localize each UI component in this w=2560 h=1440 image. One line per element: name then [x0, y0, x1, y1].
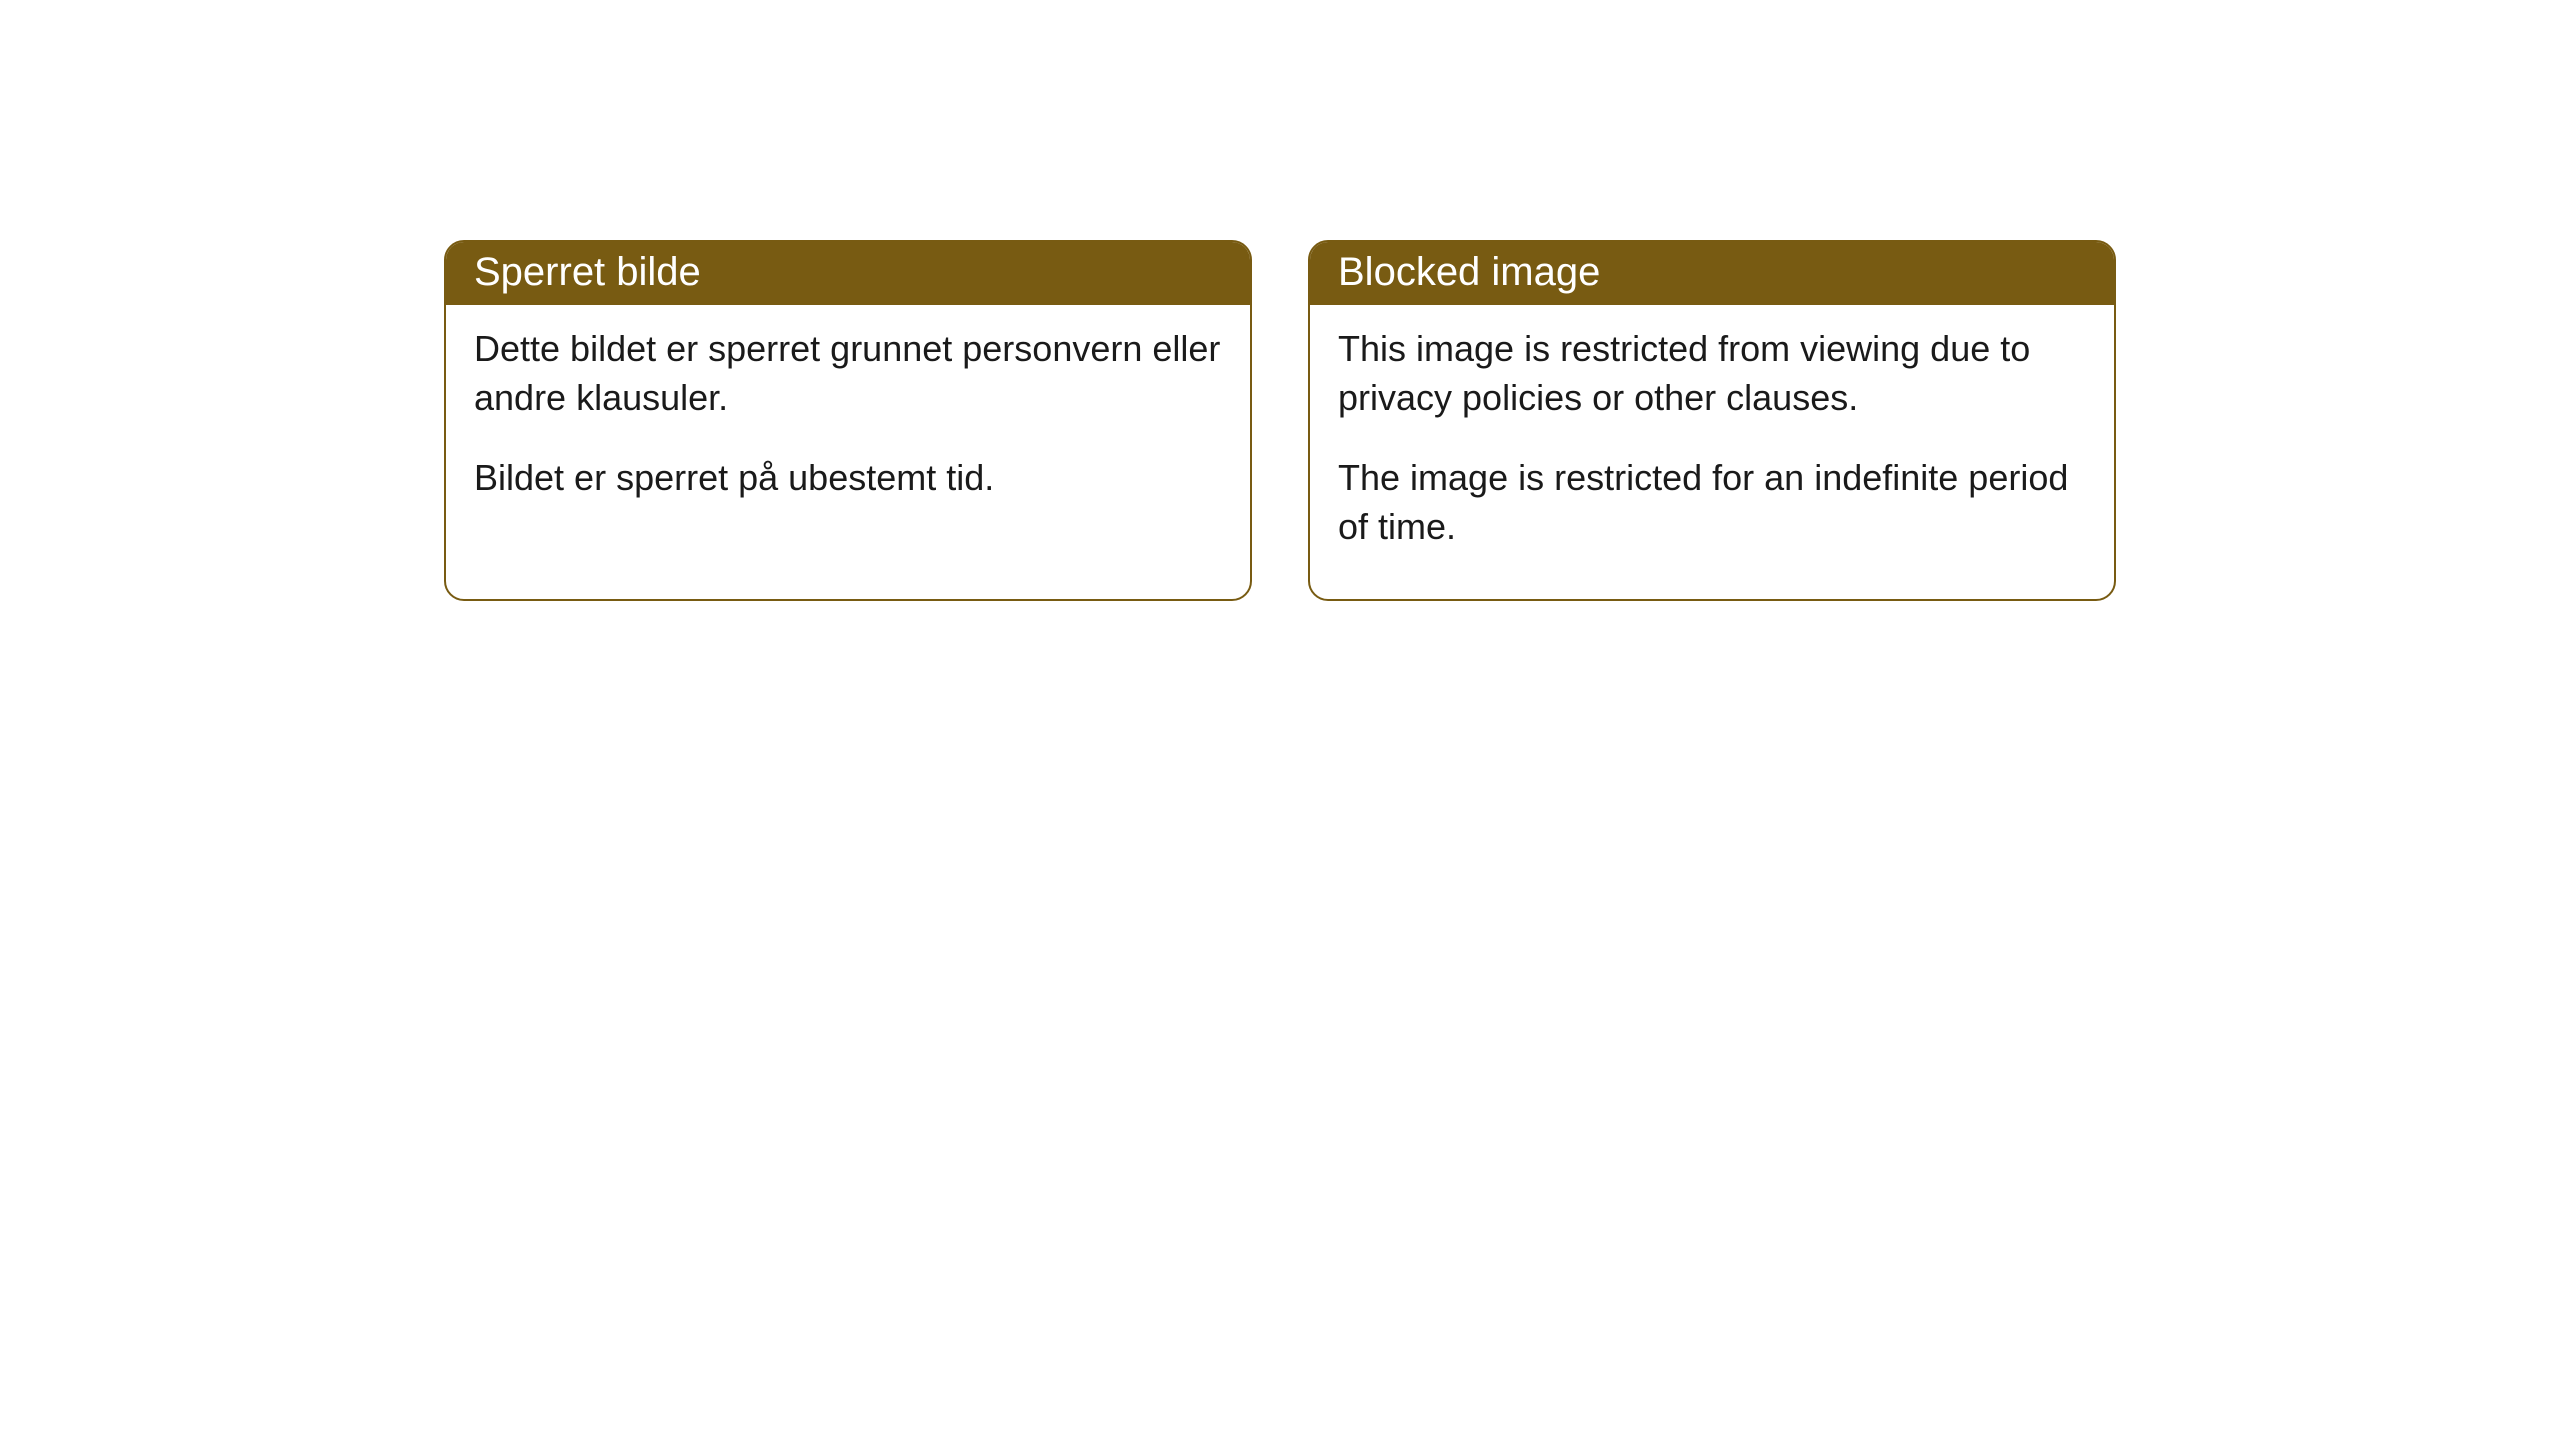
- notice-body-english: This image is restricted from viewing du…: [1310, 305, 2114, 599]
- notice-card-norwegian: Sperret bilde Dette bildet er sperret gr…: [444, 240, 1252, 601]
- notice-body-norwegian: Dette bildet er sperret grunnet personve…: [446, 305, 1250, 551]
- notice-title-english: Blocked image: [1310, 242, 2114, 305]
- notice-text-english-2: The image is restricted for an indefinit…: [1338, 454, 2086, 551]
- notice-text-english-1: This image is restricted from viewing du…: [1338, 325, 2086, 422]
- notice-container: Sperret bilde Dette bildet er sperret gr…: [0, 0, 2560, 601]
- notice-card-english: Blocked image This image is restricted f…: [1308, 240, 2116, 601]
- notice-text-norwegian-1: Dette bildet er sperret grunnet personve…: [474, 325, 1222, 422]
- notice-title-norwegian: Sperret bilde: [446, 242, 1250, 305]
- notice-text-norwegian-2: Bildet er sperret på ubestemt tid.: [474, 454, 1222, 503]
